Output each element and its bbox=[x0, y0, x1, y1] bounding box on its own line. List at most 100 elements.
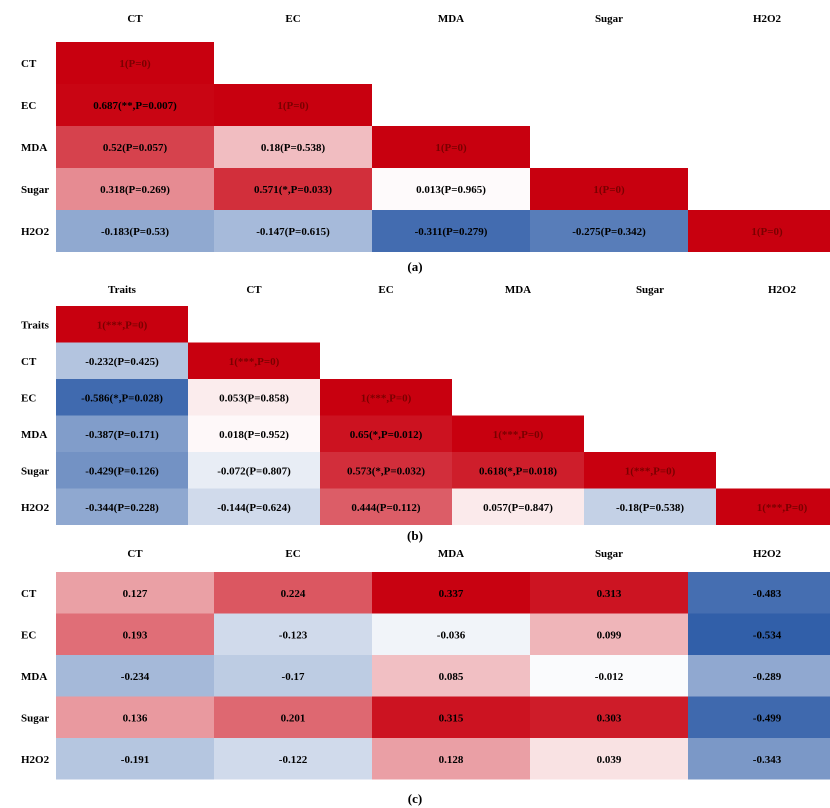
cell-value-label: 1(P=0) bbox=[751, 226, 783, 238]
column-label: Sugar bbox=[595, 548, 623, 560]
panel-caption: (a) bbox=[407, 259, 422, 274]
cell-value-label: 0.136 bbox=[123, 712, 148, 724]
heatmap-cell bbox=[372, 126, 530, 168]
heatmap-cell bbox=[188, 379, 320, 416]
heatmap-cell bbox=[214, 696, 372, 738]
row-label: MDA bbox=[21, 142, 47, 154]
heatmap-cell bbox=[214, 210, 372, 252]
column-label: CT bbox=[246, 284, 262, 296]
row-label: CT bbox=[21, 58, 37, 70]
cell-value-label: -0.289 bbox=[753, 671, 782, 683]
cell-value-label: -0.534 bbox=[753, 629, 782, 641]
heatmap-cell bbox=[214, 738, 372, 780]
cell-value-label: -0.483 bbox=[753, 588, 782, 600]
cell-value-label: 1(P=0) bbox=[277, 100, 309, 112]
row-label: MDA bbox=[21, 671, 47, 683]
cell-value-label: 0.224 bbox=[281, 588, 306, 600]
cell-value-label: -0.499 bbox=[753, 712, 782, 724]
cell-value-label: -0.311(P=0.279) bbox=[415, 226, 488, 238]
column-label: Traits bbox=[108, 284, 137, 296]
cell-value-label: 0.687(**,P=0.007) bbox=[93, 100, 177, 112]
cell-value-label: 0.013(P=0.965) bbox=[416, 184, 486, 196]
heatmap-cell bbox=[320, 452, 452, 489]
cell-value-label: 0.313 bbox=[597, 588, 622, 600]
cell-value-label: -0.191 bbox=[121, 754, 149, 766]
row-label: Sugar bbox=[21, 184, 49, 196]
row-label: CT bbox=[21, 588, 37, 600]
heatmap-cell bbox=[372, 696, 530, 738]
cell-value-label: -0.147(P=0.615) bbox=[256, 226, 330, 238]
heatmap-panel-c: CT EC MDA Sugar H2O2 CT 0.127 0.224 0.337 0.313 -0… bbox=[21, 548, 830, 806]
column-label: CT bbox=[127, 548, 143, 560]
heatmap-cell bbox=[530, 613, 688, 655]
column-label: H2O2 bbox=[753, 13, 782, 25]
cell-value-label: 0.573(*,P=0.032) bbox=[347, 465, 425, 477]
heatmap-cell bbox=[188, 488, 320, 525]
heatmap-cell bbox=[56, 210, 214, 252]
cell-value-label: 0.057(P=0.847) bbox=[483, 502, 553, 514]
row-label: CT bbox=[21, 356, 37, 368]
heatmap-cell bbox=[188, 342, 320, 379]
heatmap-cell bbox=[56, 452, 188, 489]
heatmap-cell bbox=[214, 655, 372, 697]
heatmap-cell bbox=[452, 488, 584, 525]
column-label: Sugar bbox=[636, 284, 664, 296]
row-label: Traits bbox=[21, 319, 50, 331]
panel-caption: (c) bbox=[408, 791, 422, 806]
column-label: H2O2 bbox=[768, 284, 797, 296]
heatmap-cell bbox=[56, 572, 214, 614]
cell-value-label: -0.275(P=0.342) bbox=[572, 226, 646, 238]
heatmap-cell bbox=[56, 168, 214, 210]
cell-value-label: 1(P=0) bbox=[435, 142, 467, 154]
column-label: CT bbox=[127, 13, 143, 25]
heatmap-cell bbox=[56, 342, 188, 379]
cell-value-label: 0.128 bbox=[439, 754, 464, 766]
cell-value-label: 0.085 bbox=[439, 671, 464, 683]
heatmap-cell bbox=[56, 415, 188, 452]
cell-value-label: -0.429(P=0.126) bbox=[85, 465, 159, 477]
heatmap-cell bbox=[372, 210, 530, 252]
column-label: EC bbox=[285, 548, 300, 560]
cell-value-label: 0.318(P=0.269) bbox=[100, 184, 170, 196]
row-label: H2O2 bbox=[21, 226, 50, 238]
cell-value-label: -0.144(P=0.624) bbox=[217, 502, 291, 514]
column-label: EC bbox=[378, 284, 393, 296]
heatmap-cell bbox=[320, 379, 452, 416]
heatmap-cell bbox=[688, 613, 830, 655]
cell-value-label: -0.17 bbox=[282, 671, 305, 683]
heatmap-cell bbox=[56, 738, 214, 780]
heatmap-cell bbox=[214, 84, 372, 126]
cell-value-label: 1(P=0) bbox=[119, 58, 151, 70]
heatmap-cell bbox=[530, 168, 688, 210]
row-label: EC bbox=[21, 100, 36, 112]
cell-value-label: -0.036 bbox=[437, 629, 466, 641]
cell-value-label: 1(***,P=0) bbox=[757, 502, 808, 514]
heatmap-cell bbox=[688, 572, 830, 614]
cell-value-label: -0.123 bbox=[279, 629, 308, 641]
column-label: H2O2 bbox=[753, 548, 782, 560]
panel-caption: (b) bbox=[407, 528, 423, 543]
heatmap-cell bbox=[56, 379, 188, 416]
row-label: EC bbox=[21, 392, 36, 404]
heatmap-cell bbox=[372, 168, 530, 210]
cell-value-label: 0.65(*,P=0.012) bbox=[350, 429, 423, 441]
heatmap-cell bbox=[530, 210, 688, 252]
heatmap-cell bbox=[372, 655, 530, 697]
heatmap-cell bbox=[188, 452, 320, 489]
heatmap-cell bbox=[320, 415, 452, 452]
cell-value-label: 0.099 bbox=[597, 629, 622, 641]
row-label: Sugar bbox=[21, 712, 49, 724]
cell-value-label: -0.234 bbox=[121, 671, 150, 683]
column-label: MDA bbox=[438, 13, 464, 25]
cell-value-label: -0.343 bbox=[753, 754, 782, 766]
column-label: EC bbox=[285, 13, 300, 25]
cell-value-label: 0.18(P=0.538) bbox=[261, 142, 326, 154]
cell-value-label: -0.072(P=0.807) bbox=[217, 465, 291, 477]
cell-value-label: 0.053(P=0.858) bbox=[219, 392, 289, 404]
heatmap-panel-a: CT EC MDA Sugar H2O2 CT 1(P=0) EC 0.687(**,P=0.0… bbox=[21, 13, 830, 274]
row-label: MDA bbox=[21, 429, 47, 441]
heatmap-cell bbox=[688, 655, 830, 697]
cell-value-label: 0.618(*,P=0.018) bbox=[479, 465, 557, 477]
cell-value-label: 1(***,P=0) bbox=[493, 429, 544, 441]
